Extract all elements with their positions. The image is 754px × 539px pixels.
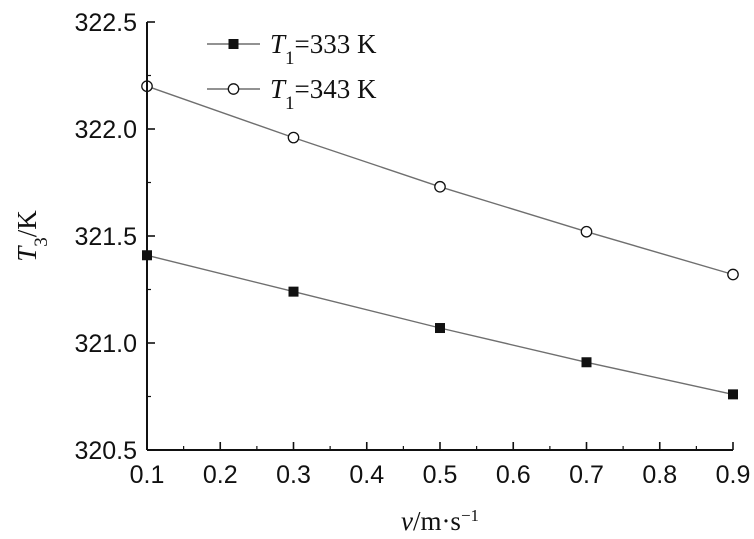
y-tick-label: 322.5 bbox=[74, 9, 137, 37]
y-axis-label: T3/K bbox=[12, 210, 52, 262]
x-tick-label: 0.1 bbox=[130, 461, 165, 489]
x-tick-label: 0.2 bbox=[203, 461, 238, 489]
data-point-circle bbox=[287, 131, 300, 144]
data-point-square bbox=[435, 323, 445, 334]
y-tick-label: 321.5 bbox=[74, 223, 137, 251]
data-point-circle bbox=[434, 180, 446, 193]
data-point-square bbox=[728, 389, 738, 400]
x-tick-label: 0.5 bbox=[423, 461, 458, 489]
legend-label: T1=333 K bbox=[270, 29, 377, 69]
data-point-circle bbox=[580, 225, 593, 238]
legend-marker-square bbox=[228, 39, 239, 49]
x-tick-label: 0.3 bbox=[276, 461, 311, 489]
data-point-square bbox=[581, 357, 592, 368]
axes: 0.1 0.2 0.3 0.4 0.5 0.6 0.7 0.8 0.9 320.5 321.0 321… bbox=[12, 9, 750, 536]
x-axis-label: v/m·s−1 bbox=[401, 506, 479, 537]
y-tick-label: 321.0 bbox=[74, 330, 137, 358]
legend: T1=333 K T1=343 K bbox=[207, 29, 377, 114]
x-tick-label: 0.7 bbox=[569, 461, 604, 489]
data-point-circle bbox=[727, 268, 739, 281]
data-point-square bbox=[288, 286, 299, 297]
x-tick-label: 0.6 bbox=[496, 461, 531, 489]
plot-area bbox=[141, 80, 739, 400]
y-tick-label: 322.0 bbox=[74, 116, 137, 144]
x-tick-label: 0.9 bbox=[716, 461, 751, 489]
x-tick-label: 0.8 bbox=[642, 461, 677, 489]
series-line-2 bbox=[146, 85, 734, 276]
legend-label: T1=343 K bbox=[270, 74, 377, 114]
y-tick-label: 320.5 bbox=[74, 437, 137, 465]
legend-marker-circle bbox=[227, 83, 240, 95]
x-tick-label: 0.4 bbox=[349, 461, 384, 489]
